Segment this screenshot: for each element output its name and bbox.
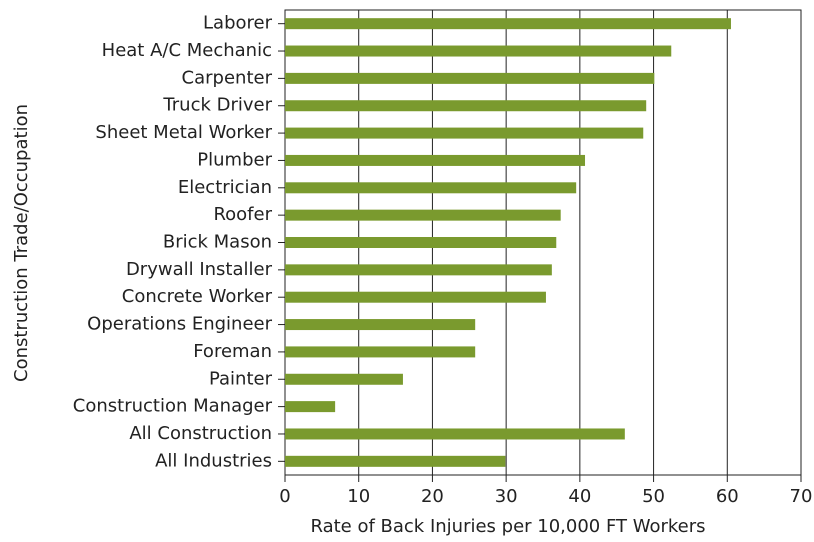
bar: [285, 455, 506, 467]
y-tick-label: Concrete Worker: [122, 286, 273, 307]
y-tick-label: Carpenter: [182, 67, 273, 88]
x-tick-label: 70: [790, 486, 813, 507]
x-tick-label: 0: [279, 486, 290, 507]
y-tick-label: Sheet Metal Worker: [95, 122, 272, 143]
y-tick-label: Brick Mason: [163, 232, 272, 253]
y-tick-label: Electrician: [178, 177, 272, 198]
bar: [285, 264, 552, 276]
bar: [285, 401, 336, 413]
x-tick-label: 60: [716, 486, 739, 507]
bar: [285, 291, 546, 303]
bar: [285, 237, 557, 248]
x-tick-label: 20: [421, 486, 444, 507]
x-axis-title: Rate of Back Injuries per 10,000 FT Work…: [310, 516, 705, 537]
bar: [285, 45, 672, 57]
bar: [285, 319, 476, 331]
y-tick-label: Foreman: [193, 341, 272, 362]
x-tick-label: 40: [568, 486, 591, 507]
bar: [285, 373, 403, 385]
bar: [285, 428, 625, 440]
bar: [285, 182, 577, 194]
x-tick-label: 10: [347, 486, 370, 507]
bar: [285, 127, 644, 139]
x-tick-label: 50: [642, 486, 665, 507]
y-axis-title: Construction Trade/Occupation: [11, 104, 32, 382]
y-tick-label: Painter: [209, 368, 273, 389]
bar: [285, 154, 586, 166]
bar: [285, 100, 647, 112]
y-tick-label: All Construction: [129, 423, 272, 444]
x-tick-label: 30: [495, 486, 518, 507]
bar: [285, 72, 655, 84]
y-tick-label: All Industries: [155, 450, 272, 471]
y-tick-label: Truck Driver: [162, 95, 272, 116]
y-tick-label: Heat A/C Mechanic: [102, 40, 272, 61]
y-tick-label: Laborer: [203, 13, 273, 34]
y-tick-label: Drywall Installer: [126, 259, 273, 280]
y-tick-label: Roofer: [213, 204, 272, 225]
y-tick-label: Plumber: [197, 149, 272, 170]
bar: [285, 346, 476, 358]
bar: [285, 209, 561, 221]
y-tick-label: Operations Engineer: [87, 314, 272, 335]
y-tick-label: Construction Manager: [73, 396, 273, 417]
bar: [285, 18, 731, 30]
